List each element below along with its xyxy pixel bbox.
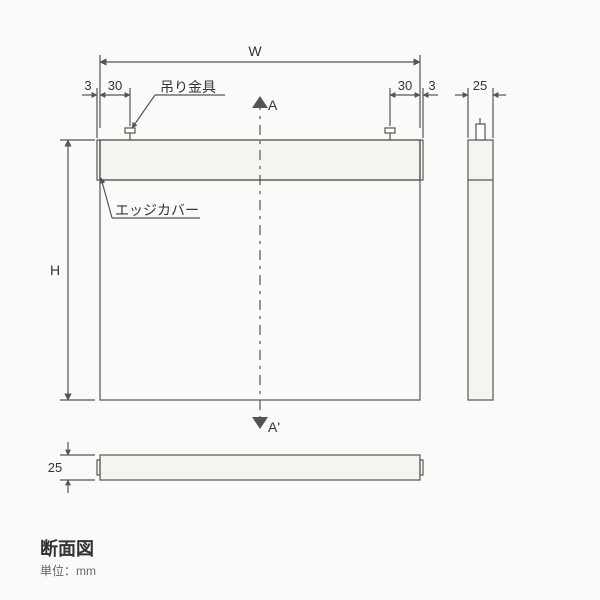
technical-drawing: A A' W 3 30 30 3 吊り金具 エッジカバー H (0, 0, 600, 520)
dim-tl-inset: 30 (108, 78, 122, 93)
edge-cover-label: エッジカバー (115, 202, 199, 218)
dim-h: H (50, 262, 60, 278)
dim-bottom-depth: 25 (48, 460, 62, 475)
section-a-label: A (268, 97, 278, 113)
drawing-title: 断面図 (40, 535, 94, 561)
dim-w: W (248, 43, 262, 59)
hanger-label: 吊り金具 (160, 79, 216, 95)
dim-tl-gap: 3 (84, 78, 91, 93)
unit-label: 単位：mm (40, 562, 96, 579)
dim-tr-inset: 30 (398, 78, 412, 93)
section-a-prime-label: A' (268, 419, 280, 435)
dim-tr-gap: 3 (428, 78, 435, 93)
dim-depth: 25 (473, 78, 487, 93)
